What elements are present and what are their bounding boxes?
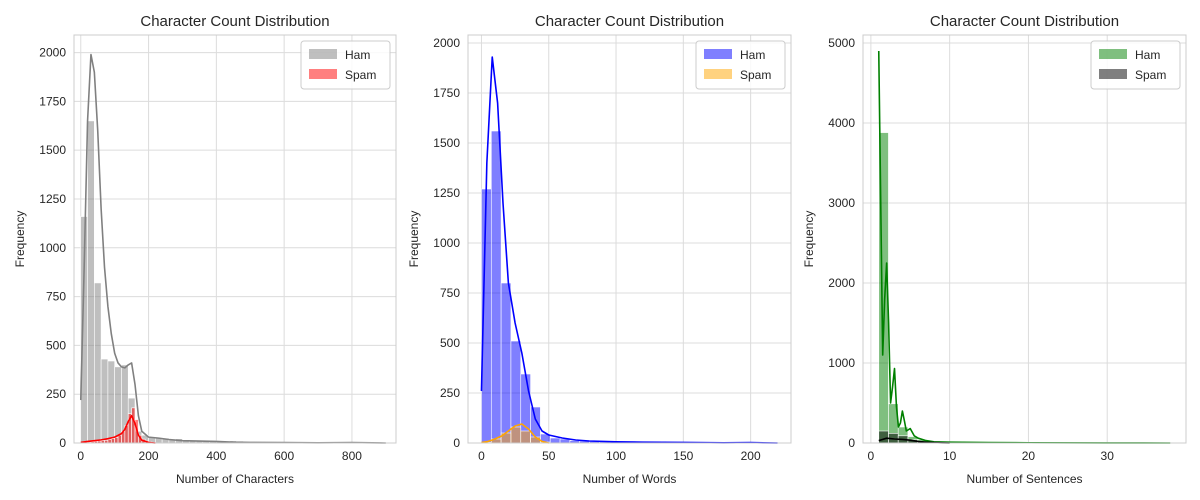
bar xyxy=(110,438,115,444)
y-tick-label: 1250 xyxy=(39,192,66,206)
bar xyxy=(114,437,119,444)
y-tick-label: 1500 xyxy=(39,143,66,157)
chart-title: Character Count Distribution xyxy=(140,13,329,30)
y-tick-label: 750 xyxy=(440,286,460,300)
y-tick-label: 1750 xyxy=(39,94,66,108)
y-tick-label: 2000 xyxy=(39,46,66,60)
legend-swatch-ham xyxy=(704,49,732,59)
bar xyxy=(520,430,531,444)
series-spam-kde-line xyxy=(80,414,156,444)
chart-title: Character Count Distribution xyxy=(535,13,724,30)
y-tick-label: 5000 xyxy=(828,36,855,50)
bar xyxy=(94,282,102,444)
chart-panel-1: 0 200 400 600 800 0 250 500 750 1000 1250 1500 1750 2… xyxy=(13,13,397,486)
y-tick-label: 3000 xyxy=(828,196,855,210)
x-tick-label: 0 xyxy=(868,449,875,463)
x-tick-label: 0 xyxy=(478,449,485,463)
plot-frame xyxy=(862,34,1187,444)
y-tick-label: 250 xyxy=(440,386,460,400)
x-tick-label: 600 xyxy=(274,449,294,463)
x-tick-label: 10 xyxy=(943,449,957,463)
legend-label-ham: Ham xyxy=(345,48,370,62)
chart-panel-3: 0 10 20 30 0 1000 2000 3000 4000 5000 Character Co… xyxy=(802,13,1187,486)
bar xyxy=(131,407,136,444)
legend-swatch-ham xyxy=(1099,49,1127,59)
series-ham-kde-line xyxy=(79,53,386,444)
legend-swatch-spam xyxy=(704,69,732,79)
x-tick-label: 100 xyxy=(606,449,626,463)
bar xyxy=(117,434,122,444)
legend-label-ham: Ham xyxy=(1135,48,1160,62)
y-tick-label: 0 xyxy=(59,436,66,450)
legend-swatch-ham xyxy=(309,49,337,59)
y-tick-label: 0 xyxy=(453,436,460,450)
legend-label-spam: Spam xyxy=(740,68,771,82)
x-tick-label: 200 xyxy=(139,449,159,463)
y-tick-label: 1750 xyxy=(433,86,460,100)
bar xyxy=(878,430,889,444)
y-tick-label: 250 xyxy=(46,387,66,401)
plot-area xyxy=(863,35,1186,443)
y-axis-label: Frequency xyxy=(407,211,421,268)
legend-label-spam: Spam xyxy=(1135,68,1166,82)
x-axis-label: Number of Sentences xyxy=(966,472,1082,486)
legend: Ham Spam xyxy=(695,40,786,90)
x-tick-label: 400 xyxy=(206,449,226,463)
legend: Ham Spam xyxy=(1090,40,1181,90)
plot-frame xyxy=(467,34,792,444)
y-tick-label: 500 xyxy=(46,338,66,352)
y-axis-label: Frequency xyxy=(13,211,27,268)
legend-label-ham: Ham xyxy=(740,48,765,62)
y-tick-label: 1000 xyxy=(433,236,460,250)
bar xyxy=(510,426,522,444)
legend-swatch-spam xyxy=(309,69,337,79)
plot-frame xyxy=(73,34,397,444)
legend-label-spam: Spam xyxy=(345,68,376,82)
x-tick-label: 200 xyxy=(741,449,761,463)
x-tick-label: 150 xyxy=(673,449,693,463)
y-tick-label: 4000 xyxy=(828,116,855,130)
bar xyxy=(107,360,115,444)
y-tick-label: 1250 xyxy=(433,186,460,200)
y-axis-label: Frequency xyxy=(802,211,816,268)
y-tick-label: 1000 xyxy=(828,356,855,370)
x-axis-label: Number of Words xyxy=(583,472,677,486)
x-axis-label: Number of Characters xyxy=(176,472,294,486)
bar xyxy=(100,358,109,444)
x-tick-label: 800 xyxy=(342,449,362,463)
x-tick-label: 50 xyxy=(542,449,556,463)
legend-swatch-spam xyxy=(1099,69,1127,79)
bar xyxy=(549,437,561,444)
y-tick-label: 2000 xyxy=(433,36,460,50)
y-tick-label: 2000 xyxy=(828,276,855,290)
y-tick-label: 1500 xyxy=(433,136,460,150)
bar xyxy=(114,366,122,444)
y-tick-label: 1000 xyxy=(39,241,66,255)
x-tick-label: 20 xyxy=(1022,449,1036,463)
series-ham-kde-line xyxy=(480,56,778,444)
y-tick-label: 750 xyxy=(46,290,66,304)
grid xyxy=(74,35,396,444)
chart-title: Character Count Distribution xyxy=(930,13,1119,30)
chart-panel-2: 0 50 100 150 2000250500750100012501500175020… xyxy=(407,13,792,486)
y-tick-label: 0 xyxy=(848,436,855,450)
bar xyxy=(500,282,512,444)
x-tick-label: 0 xyxy=(77,449,84,463)
bar xyxy=(490,130,502,444)
legend: Ham Spam xyxy=(300,40,391,90)
series-spam-kde-line xyxy=(481,423,549,444)
bar xyxy=(87,120,95,444)
y-tick-label: 500 xyxy=(440,336,460,350)
bar xyxy=(107,439,112,444)
x-tick-label: 30 xyxy=(1101,449,1115,463)
